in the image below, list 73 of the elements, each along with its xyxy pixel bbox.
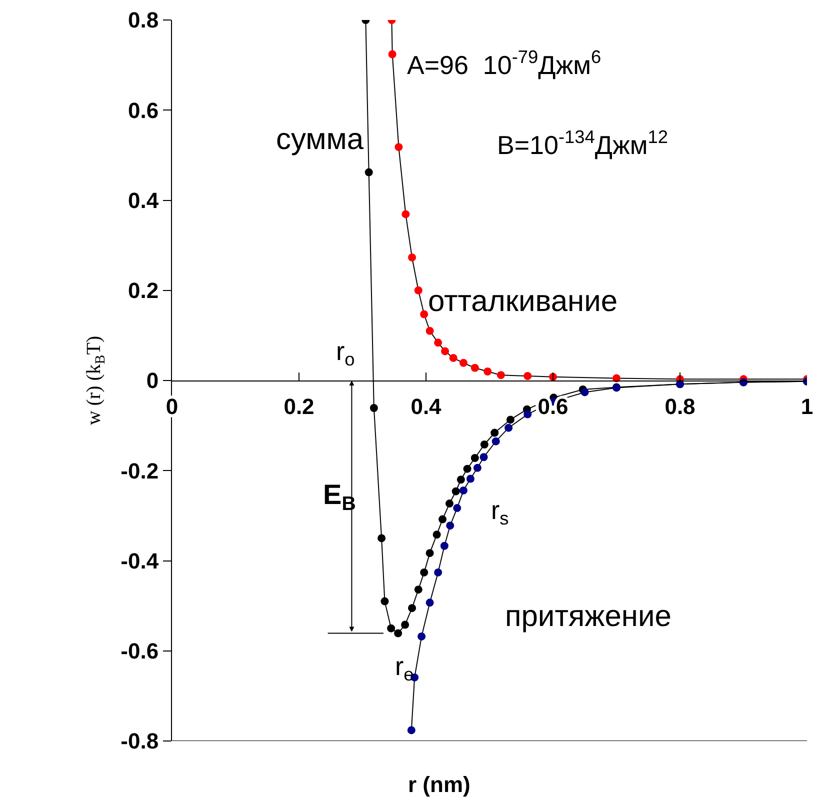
point	[438, 515, 447, 524]
point	[446, 522, 454, 530]
x-axis-title: r (nm)	[408, 772, 470, 797]
point	[378, 534, 386, 542]
point	[492, 437, 500, 446]
point	[420, 310, 428, 318]
point	[408, 253, 416, 262]
point	[484, 367, 492, 376]
point	[449, 354, 458, 362]
point	[434, 338, 442, 347]
point	[504, 424, 513, 432]
point	[432, 530, 441, 539]
y-tick-label: -0.8	[120, 728, 159, 754]
point	[580, 388, 589, 396]
point	[470, 364, 479, 372]
point	[459, 486, 468, 494]
point	[453, 504, 462, 512]
point	[408, 604, 416, 612]
point	[452, 487, 460, 496]
y-tick-label: -0.2	[120, 458, 159, 484]
point	[420, 568, 428, 576]
point	[426, 326, 434, 335]
point	[380, 597, 389, 606]
point	[414, 286, 422, 294]
point	[401, 620, 410, 629]
x-tick-label: 0.8	[664, 394, 696, 419]
annotation: r$_{o}$	[336, 336, 355, 370]
annotation: r$_{s}$	[491, 495, 509, 528]
point	[456, 476, 465, 484]
annotation: A=96 10$^{-79}$Джм$^{6}$	[407, 47, 602, 80]
series-label: отталкивание	[428, 285, 618, 318]
point	[370, 404, 378, 412]
y-tick-label: 0.6	[128, 98, 159, 123]
point	[426, 598, 434, 607]
point	[388, 50, 396, 58]
point	[496, 371, 505, 380]
point	[466, 474, 474, 483]
point	[490, 428, 499, 437]
point	[407, 726, 416, 734]
x-tick-label: 0.4	[410, 394, 442, 419]
x-tick-label: 1	[800, 394, 814, 419]
point	[387, 624, 396, 632]
point	[434, 568, 442, 576]
y-tick-label: 0.8	[128, 8, 159, 33]
point	[402, 210, 410, 218]
point	[440, 542, 448, 550]
point	[441, 347, 450, 356]
point	[506, 416, 514, 424]
x-tick-label: 0.2	[284, 394, 314, 419]
point	[414, 586, 422, 594]
point	[524, 410, 532, 418]
annotation: B=10$^{-134}$Джм$^{12}$	[497, 127, 668, 160]
series-label: сумма	[276, 123, 364, 156]
point	[394, 629, 402, 638]
point	[463, 464, 472, 473]
point	[394, 143, 403, 152]
point	[446, 500, 454, 508]
y-tick-label: 0.2	[128, 278, 159, 304]
point	[459, 358, 468, 367]
annotation: r$_{e}$	[395, 651, 414, 684]
point	[473, 464, 482, 472]
y-tick-label: 0	[146, 368, 159, 394]
point	[470, 454, 479, 462]
text: притяжение	[505, 600, 672, 633]
point	[364, 168, 373, 176]
point	[426, 549, 434, 558]
point	[480, 453, 488, 462]
y-tick-label: -0.4	[120, 548, 160, 574]
point	[480, 440, 488, 448]
y-tick-label: -0.6	[120, 638, 159, 664]
y-tick-label: 0.4	[128, 188, 160, 213]
point	[418, 632, 426, 640]
point	[524, 372, 532, 380]
